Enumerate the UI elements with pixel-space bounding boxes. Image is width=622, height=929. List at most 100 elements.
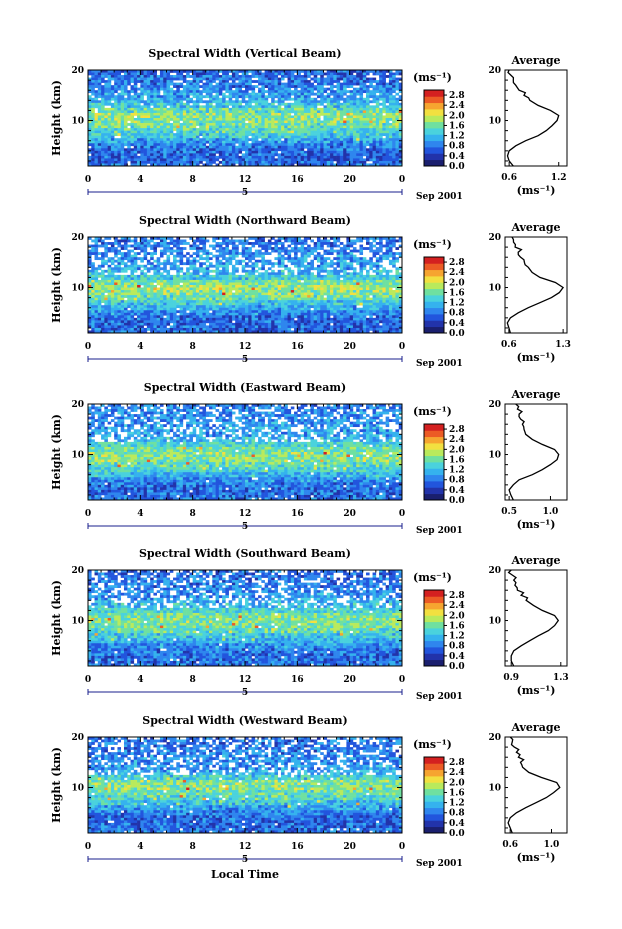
heatmap-cell	[130, 77, 135, 81]
heatmap-cell	[385, 158, 390, 162]
heatmap-cell	[392, 264, 396, 268]
heatmap-cell	[369, 100, 373, 104]
heatmap-cell	[133, 95, 138, 99]
heatmap-cell	[195, 87, 200, 91]
heatmap-cell	[382, 72, 386, 76]
heatmap-cell	[313, 115, 318, 119]
heatmap-cell	[146, 125, 151, 129]
heatmap-cell	[150, 247, 154, 250]
heatmap-cell	[120, 95, 125, 99]
heatmap-cell	[316, 257, 321, 261]
heatmap-cell	[294, 155, 298, 159]
heatmap-cell	[101, 128, 105, 131]
heatmap-cell	[352, 130, 357, 134]
heatmap-cell	[163, 252, 167, 255]
heatmap-cell	[388, 239, 393, 243]
heatmap-cell	[320, 257, 324, 261]
heatmap-cell	[316, 80, 321, 83]
heatmap-cell	[199, 155, 203, 159]
heatmap-cell	[156, 112, 161, 116]
heatmap-cell	[251, 145, 256, 149]
heatmap-cell	[176, 128, 180, 131]
heatmap-cell	[362, 135, 367, 139]
heatmap-cell	[392, 123, 396, 126]
heatmap-cell	[104, 82, 108, 86]
heatmap-cell	[366, 242, 370, 245]
heatmap-cell	[212, 80, 216, 83]
heatmap-cell	[150, 75, 154, 78]
heatmap-cell	[101, 123, 105, 126]
heatmap-cell	[271, 272, 275, 276]
heatmap-cell	[346, 138, 350, 142]
heatmap-cell	[280, 274, 285, 278]
heatmap-cell	[212, 90, 216, 94]
heatmap-cell	[362, 247, 367, 250]
heatmap-cell	[372, 153, 377, 157]
heatmap-cell	[290, 118, 295, 121]
heatmap-cell	[228, 100, 233, 104]
heatmap-cell	[336, 133, 341, 136]
heatmap-cell	[300, 115, 305, 119]
heatmap-cell	[277, 72, 282, 76]
heatmap-cell	[127, 252, 131, 255]
heatmap-cell	[326, 97, 331, 101]
heatmap-cell	[169, 90, 174, 94]
heatmap-cell	[245, 277, 249, 281]
heatmap-cell	[316, 150, 321, 154]
heatmap-cell	[388, 269, 393, 273]
heatmap-cell	[179, 118, 184, 121]
heatmap-cell	[271, 97, 275, 101]
heatmap-cell	[215, 107, 220, 111]
heatmap-cell	[143, 242, 148, 245]
heatmap-cell	[258, 77, 262, 81]
heatmap-cell	[385, 242, 390, 245]
heatmap-cell	[277, 92, 282, 96]
heatmap-cell	[336, 140, 341, 144]
heatmap-cell	[330, 247, 334, 250]
heatmap-cell	[398, 130, 403, 134]
heatmap-cell	[277, 118, 282, 121]
heatmap-cell	[258, 140, 262, 144]
heatmap-cell	[313, 153, 318, 157]
heatmap-cell	[264, 77, 269, 81]
heatmap-cell	[182, 160, 187, 164]
heatmap-cell	[333, 239, 337, 243]
heatmap-cell	[369, 92, 373, 96]
heatmap-cell	[222, 135, 226, 139]
heatmap-cell	[173, 75, 177, 78]
heatmap-cell	[202, 269, 207, 273]
heatmap-cell	[195, 249, 200, 253]
heatmap-cell	[195, 120, 200, 124]
heatmap-cell	[280, 244, 285, 248]
heatmap-cell	[320, 123, 324, 126]
heatmap-cell	[127, 128, 131, 131]
heatmap-cell	[195, 143, 200, 147]
heatmap-cell	[146, 100, 151, 104]
heatmap-cell	[179, 85, 184, 88]
heatmap-cell	[366, 282, 370, 286]
heatmap-cell	[300, 77, 305, 81]
heatmap-cell	[137, 160, 141, 164]
heatmap-cell	[195, 85, 200, 88]
heatmap-cell	[333, 267, 337, 271]
heatmap-cell	[352, 92, 357, 96]
heatmap-cell	[94, 277, 99, 281]
heatmap-cell	[251, 90, 256, 94]
heatmap-cell	[97, 100, 102, 104]
heatmap-cell	[241, 140, 246, 144]
heatmap-cell	[310, 85, 314, 88]
heatmap-cell	[182, 87, 187, 91]
heatmap-cell	[123, 118, 128, 121]
heatmap-cell	[202, 82, 207, 86]
heatmap-cell	[209, 92, 213, 96]
heatmap-cell	[277, 87, 282, 91]
heatmap-cell	[143, 123, 148, 126]
heatmap-cell	[313, 242, 318, 245]
heatmap-cell	[294, 97, 298, 101]
heatmap-cell	[303, 130, 308, 134]
heatmap-cell	[101, 285, 105, 288]
heatmap-cell	[120, 100, 125, 104]
heatmap-cell	[218, 138, 223, 142]
heatmap-cell	[202, 143, 207, 147]
heatmap-cell	[388, 70, 393, 73]
